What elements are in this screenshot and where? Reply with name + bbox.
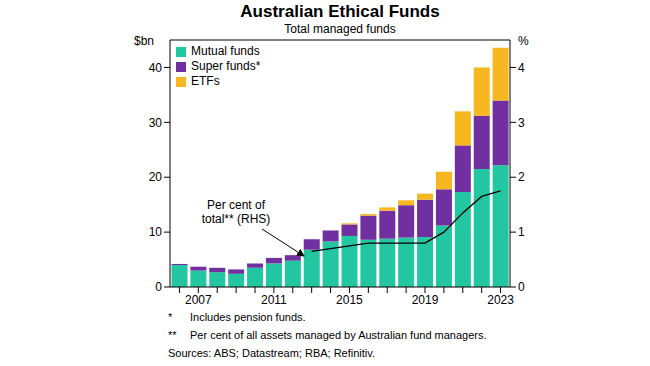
html-text:Super funds*: Super funds* (191, 59, 261, 73)
svg-text:0: 0 (155, 280, 162, 294)
html-text:Includes pension funds.: Includes pension funds. (190, 311, 306, 323)
svg-text:30: 30 (149, 116, 163, 130)
svg-text:3: 3 (518, 116, 525, 130)
svg-text:0: 0 (518, 280, 525, 294)
svg-text:2011: 2011 (261, 293, 287, 307)
svg-text:2019: 2019 (412, 293, 439, 307)
html-text:ETFs: ETFs (191, 74, 220, 88)
svg-text:2015: 2015 (336, 293, 363, 307)
html-text:Mutual funds: Mutual funds (191, 44, 260, 58)
html-text:Sources: ABS; Datastream; RBA;: Sources: ABS; Datastream; RBA; Refinitiv… (168, 347, 375, 359)
html-text:Per cent of total** (RHS): Per cent of total** (RHS) (201, 198, 271, 226)
svg-text:2: 2 (518, 170, 525, 184)
html-text:Australian Ethical Funds: Australian Ethical Funds (240, 2, 440, 21)
svg-text:10: 10 (149, 225, 163, 239)
svg-text:2007: 2007 (185, 293, 212, 307)
svg-text:4: 4 (518, 61, 525, 75)
svg-text:20: 20 (149, 170, 163, 184)
html-text:$bn: $bn (134, 34, 154, 48)
svg-text:40: 40 (149, 61, 163, 75)
svg-text:2023: 2023 (487, 293, 514, 307)
svg-text:1: 1 (518, 225, 525, 239)
html-text:Per cent of all assets managed: Per cent of all assets managed by Austra… (190, 329, 487, 341)
html-text:Total managed funds: Total managed funds (284, 22, 396, 36)
